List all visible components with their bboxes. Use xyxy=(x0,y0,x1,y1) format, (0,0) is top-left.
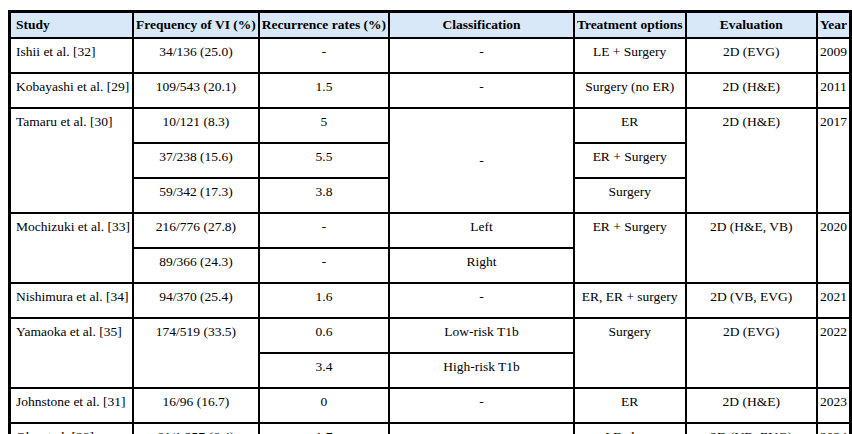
cell-treatment: Surgery xyxy=(574,178,686,213)
cell-year: 2009 xyxy=(817,38,851,73)
cell-frequency: 81/1,257 (6.4) xyxy=(133,423,259,434)
cell-classification: - xyxy=(389,73,574,108)
cell-treatment: ER, ER + surgery xyxy=(574,283,686,318)
cell-year: 2022 xyxy=(817,318,851,388)
cell-year: 2017 xyxy=(817,108,851,213)
cell-study: Kobayashi et al. [29] xyxy=(10,73,133,108)
cell-treatment: ER xyxy=(574,388,686,423)
cell-study: Oka et al. [28] xyxy=(10,423,133,434)
cell-treatment: Surgery xyxy=(574,318,686,388)
cell-classification: - xyxy=(389,423,574,434)
cell-study: Tamaru et al. [30] xyxy=(10,108,133,213)
cell-treatment: ER + Surgery xyxy=(574,143,686,178)
cell-frequency: 174/519 (33.5) xyxy=(133,318,259,388)
cell-treatment: LE alone xyxy=(574,423,686,434)
col-header-treatment: Treatment options xyxy=(574,12,686,39)
col-header-study: Study xyxy=(10,12,133,39)
cell-evaluation: 2D (VB, EVG) xyxy=(686,283,818,318)
table-row-yamaoka-1: Yamaoka et al. [35] 174/519 (33.5) 0.6 L… xyxy=(10,318,851,353)
header-row: Study Frequency of VI (%) Recurrence rat… xyxy=(10,12,851,39)
cell-year: 2011 xyxy=(817,73,851,108)
cell-study: Nishimura et al. [34] xyxy=(10,283,133,318)
table-row-mochizuki-1: Mochizuki et al. [33] 216/776 (27.8) - L… xyxy=(10,213,851,248)
table-row-tamaru-1: Tamaru et al. [30] 10/121 (8.3) 5 - ER 2… xyxy=(10,108,851,143)
col-header-year: Year xyxy=(817,12,851,39)
cell-year: 2020 xyxy=(817,213,851,283)
cell-classification: High-risk T1b xyxy=(389,353,574,388)
table-row-nishimura: Nishimura et al. [34] 94/370 (25.4) 1.6 … xyxy=(10,283,851,318)
cell-frequency: 34/136 (25.0) xyxy=(133,38,259,73)
cell-evaluation: 2D (VB, EVG) xyxy=(686,423,818,434)
cell-study: Johnstone et al. [31] xyxy=(10,388,133,423)
cell-year: 2024 xyxy=(817,423,851,434)
col-header-frequency: Frequency of VI (%) xyxy=(133,12,259,39)
cell-study: Yamaoka et al. [35] xyxy=(10,318,133,388)
cell-treatment: LE + Surgery xyxy=(574,38,686,73)
cell-treatment: Surgery (no ER) xyxy=(574,73,686,108)
cell-treatment: ER xyxy=(574,108,686,143)
cell-recurrence: - xyxy=(259,248,389,283)
cell-classification: Low-risk T1b xyxy=(389,318,574,353)
cell-classification: - xyxy=(389,108,574,213)
table-row-kobayashi: Kobayashi et al. [29] 109/543 (20.1) 1.5… xyxy=(10,73,851,108)
cell-evaluation: 2D (EVG) xyxy=(686,318,818,388)
cell-evaluation: 2D (H&E) xyxy=(686,108,818,213)
table-row-ishii: Ishii et al. [32] 34/136 (25.0) - - LE +… xyxy=(10,38,851,73)
col-header-evaluation: Evaluation xyxy=(686,12,818,39)
col-header-classification: Classification xyxy=(389,12,574,39)
cell-recurrence: - xyxy=(259,213,389,248)
cell-recurrence: 3.8 xyxy=(259,178,389,213)
studies-table-container: Study Frequency of VI (%) Recurrence rat… xyxy=(8,10,852,434)
cell-treatment: ER + Surgery xyxy=(574,213,686,283)
table-row-johnstone: Johnstone et al. [31] 16/96 (16.7) 0 - E… xyxy=(10,388,851,423)
cell-evaluation: 2D (H&E, VB) xyxy=(686,213,818,283)
cell-evaluation: 2D (H&E) xyxy=(686,388,818,423)
cell-recurrence: 3.4 xyxy=(259,353,389,388)
cell-frequency: 37/238 (15.6) xyxy=(133,143,259,178)
cell-frequency: 16/96 (16.7) xyxy=(133,388,259,423)
cell-year: 2021 xyxy=(817,283,851,318)
cell-frequency: 10/121 (8.3) xyxy=(133,108,259,143)
cell-frequency: 216/776 (27.8) xyxy=(133,213,259,248)
table-row-oka-1: Oka et al. [28] 81/1,257 (6.4) 1.7 - LE … xyxy=(10,423,851,434)
studies-comparison-table: Study Frequency of VI (%) Recurrence rat… xyxy=(8,10,852,434)
cell-recurrence: 0 xyxy=(259,388,389,423)
cell-recurrence: 5 xyxy=(259,108,389,143)
cell-recurrence: 5.5 xyxy=(259,143,389,178)
cell-classification: Right xyxy=(389,248,574,283)
cell-study: Ishii et al. [32] xyxy=(10,38,133,73)
col-header-recurrence: Recurrence rates (%) xyxy=(259,12,389,39)
cell-frequency: 109/543 (20.1) xyxy=(133,73,259,108)
cell-recurrence: - xyxy=(259,38,389,73)
cell-recurrence: 1.5 xyxy=(259,73,389,108)
cell-recurrence: 0.6 xyxy=(259,318,389,353)
cell-evaluation: 2D (EVG) xyxy=(686,38,818,73)
cell-classification: - xyxy=(389,388,574,423)
cell-frequency: 89/366 (24.3) xyxy=(133,248,259,283)
cell-frequency: 94/370 (25.4) xyxy=(133,283,259,318)
cell-classification: - xyxy=(389,283,574,318)
cell-frequency: 59/342 (17.3) xyxy=(133,178,259,213)
cell-classification: Left xyxy=(389,213,574,248)
cell-classification: - xyxy=(389,38,574,73)
cell-recurrence: 1.6 xyxy=(259,283,389,318)
cell-study: Mochizuki et al. [33] xyxy=(10,213,133,283)
cell-year: 2023 xyxy=(817,388,851,423)
cell-evaluation: 2D (H&E) xyxy=(686,73,818,108)
cell-recurrence: 1.7 xyxy=(259,423,389,434)
